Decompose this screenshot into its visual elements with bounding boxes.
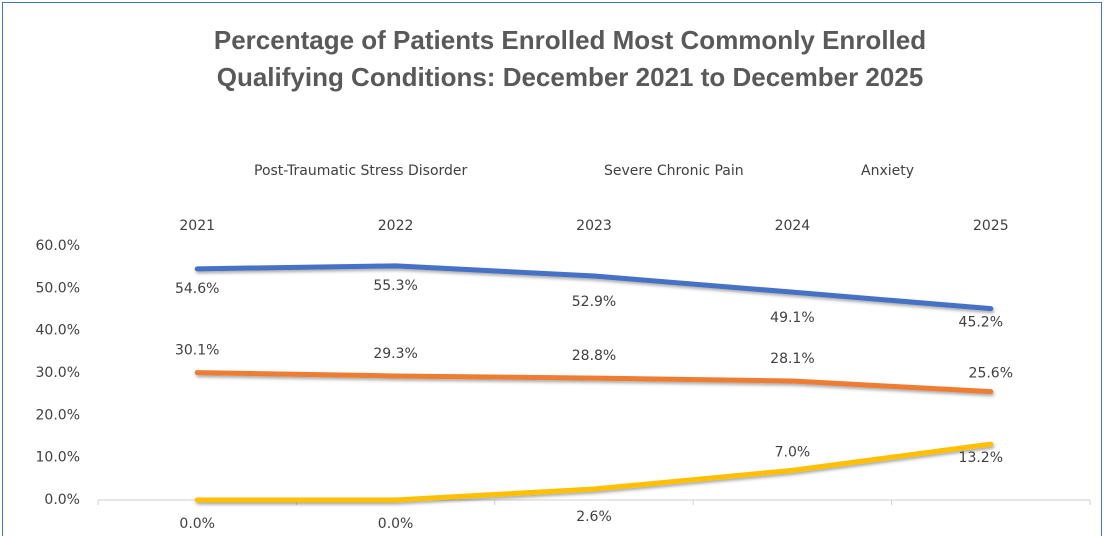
legend-label: Post-Traumatic Stress Disorder — [254, 163, 468, 179]
y-tick-label: 60.0% — [36, 238, 80, 254]
data-label: 2.6% — [576, 509, 612, 525]
x-tick-label: 2025 — [973, 218, 1009, 234]
data-label: 29.3% — [373, 346, 417, 362]
x-tick-label: 2021 — [179, 218, 215, 234]
legend-label: Severe Chronic Pain — [604, 163, 744, 179]
data-label: 0.0% — [378, 516, 414, 532]
line-series — [194, 370, 994, 395]
y-tick-label: 50.0% — [36, 280, 80, 296]
line-series — [194, 263, 994, 312]
data-label: 25.6% — [969, 366, 1013, 382]
data-label: 30.1% — [175, 343, 219, 359]
legend-label: Anxiety — [861, 163, 914, 179]
data-label: 45.2% — [959, 315, 1003, 331]
y-tick-label: 30.0% — [36, 365, 80, 381]
y-tick-label: 20.0% — [36, 407, 80, 423]
y-tick-label: 40.0% — [36, 323, 80, 339]
data-label: 28.8% — [572, 348, 616, 364]
data-label: 13.2% — [959, 450, 1003, 466]
line-series — [194, 441, 994, 503]
x-tick-label: 2024 — [775, 218, 811, 234]
data-label: 52.9% — [572, 294, 616, 310]
chart-title: Percentage of Patients Enrolled Most Com… — [213, 25, 927, 92]
data-label: 55.3% — [373, 278, 417, 294]
data-label: 54.6% — [175, 281, 219, 297]
y-tick-label: 0.0% — [44, 492, 80, 508]
x-tick-label: 2022 — [378, 218, 414, 234]
data-label: 28.1% — [770, 351, 814, 367]
data-label: 7.0% — [775, 444, 811, 460]
x-tick-label: 2023 — [576, 218, 612, 234]
data-label: 49.1% — [770, 310, 814, 326]
y-tick-label: 10.0% — [36, 450, 80, 466]
data-label: 0.0% — [179, 516, 215, 532]
